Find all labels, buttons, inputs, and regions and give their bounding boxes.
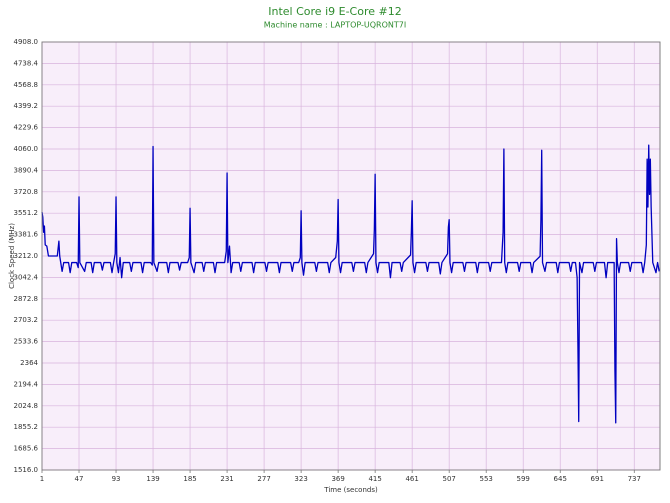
y-tick-label: 2533.6: [14, 338, 39, 346]
y-tick-label: 4908.0: [14, 38, 39, 46]
data-line: [41, 144, 660, 424]
x-tick-label: 139: [146, 475, 159, 483]
y-tick-label: 1685.6: [14, 445, 39, 453]
x-axis-label: Time (seconds): [323, 486, 378, 494]
chart-subtitle: Machine name : LAPTOP-UQRONT7I: [264, 21, 406, 30]
y-tick-label: 3212.0: [14, 252, 39, 260]
y-tick-label: 3551.2: [14, 209, 39, 217]
x-tick-label: 691: [591, 475, 604, 483]
x-tick-label: 1: [40, 475, 44, 483]
y-tick-label: 3042.4: [14, 273, 39, 281]
y-tick-label: 4568.8: [14, 81, 39, 89]
y-tick-label: 2364: [20, 359, 38, 367]
x-tick-label: 277: [257, 475, 270, 483]
x-tick-label: 507: [442, 475, 455, 483]
y-tick-label: 2872.8: [14, 295, 39, 303]
y-tick-label: 3890.4: [14, 166, 39, 174]
y-axis-label: Clock Speed (MHz): [8, 223, 16, 289]
x-tick-label: 185: [183, 475, 196, 483]
x-tick-label: 737: [628, 475, 641, 483]
y-tick-label: 1855.2: [14, 423, 39, 431]
y-tick-label: 4060.0: [14, 145, 39, 153]
x-tick-label: 645: [554, 475, 567, 483]
x-tick-label: 599: [517, 475, 530, 483]
x-tick-label: 93: [112, 475, 121, 483]
y-tick-label: 1516.0: [14, 466, 39, 474]
y-tick-label: 4738.4: [14, 59, 39, 67]
y-tick-label: 4399.2: [14, 102, 39, 110]
x-tick-label: 47: [75, 475, 84, 483]
y-tick-label: 2703.2: [14, 316, 39, 324]
y-tick-label: 3720.8: [14, 188, 39, 196]
y-tick-label: 4229.6: [14, 124, 39, 132]
x-tick-label: 323: [294, 475, 307, 483]
x-tick-label: 231: [220, 475, 233, 483]
x-tick-label: 415: [368, 475, 381, 483]
y-tick-label: 2194.4: [14, 380, 39, 388]
y-tick-label: 3381.6: [14, 231, 39, 239]
y-tick-label: 2024.8: [14, 402, 39, 410]
plot-border: [41, 41, 661, 471]
chart-title: Intel Core i9 E-Core #12: [268, 5, 401, 18]
x-tick-label: 461: [405, 475, 418, 483]
x-tick-label: 553: [480, 475, 493, 483]
x-tick-label: 369: [331, 475, 344, 483]
